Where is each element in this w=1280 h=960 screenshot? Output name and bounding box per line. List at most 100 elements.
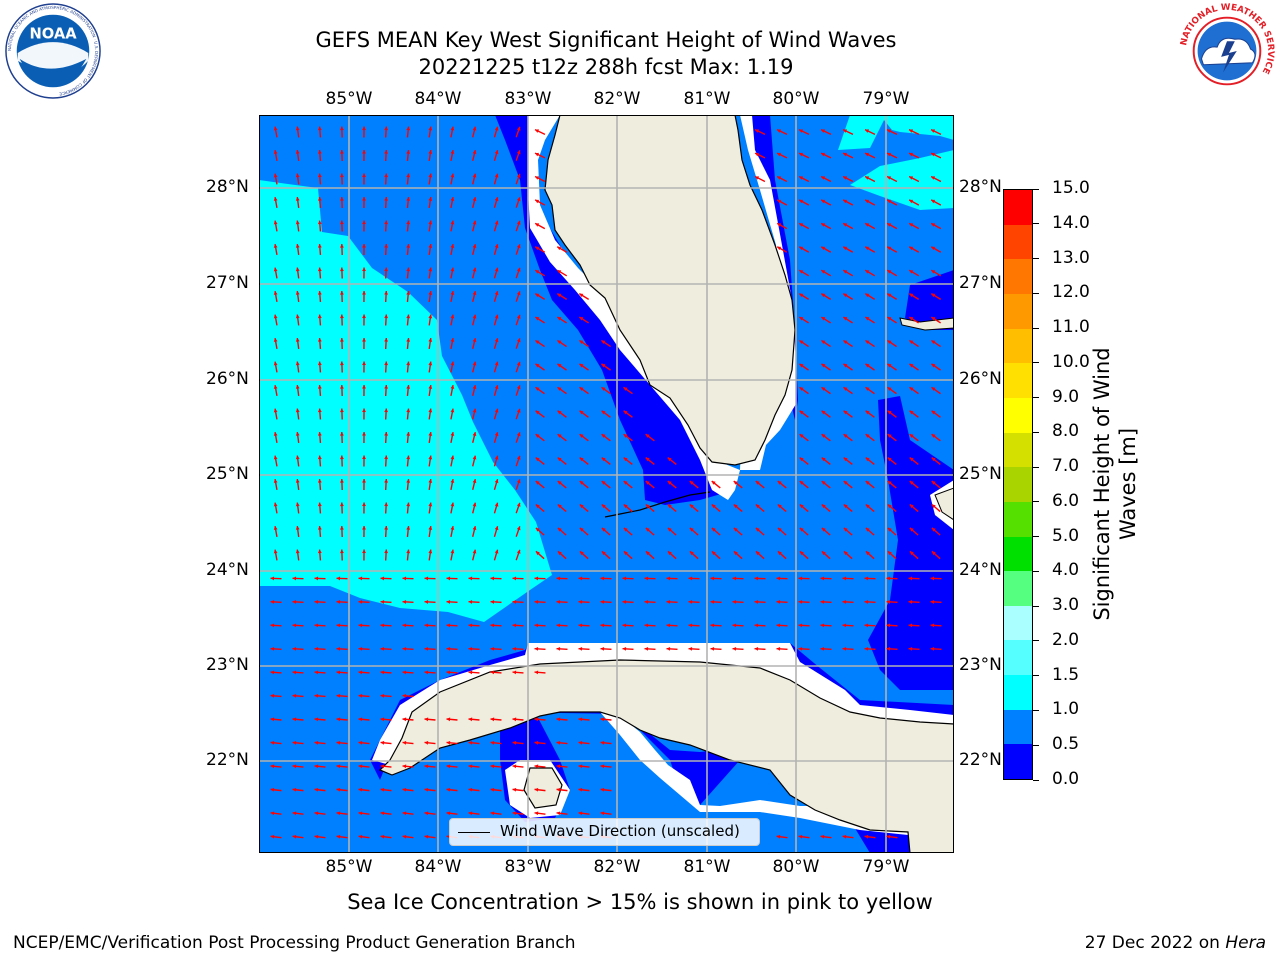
wind-wave-arrowhead [512,599,517,604]
colorbar-segment [1004,605,1032,641]
wind-wave-arrowhead [424,834,429,839]
lat-label-right-23n: 23°N [959,655,1002,675]
wind-wave-arrowhead [472,408,477,413]
wind-wave-arrowhead [623,457,628,462]
wind-wave-arrowhead [799,129,804,133]
land-florida [544,115,796,466]
wind-wave-arrowhead [644,599,649,604]
graticule [259,115,954,853]
colorbar-segment [1004,259,1032,295]
colorbar-tick-label: 8.0 [1052,421,1080,442]
lon-label-top-80w: 80°W [772,89,820,109]
wind-wave-arrowhead [754,646,759,651]
noaa-logo: NOAA NATIONAL OCEANIC AND ATMOSPHERIC AD… [5,3,101,99]
wind-wave-arrowhead [295,291,300,295]
wind-wave-arrowhead [358,740,363,745]
ocean-band-1-1.5-west [259,115,552,622]
wind-wave-arrowhead [340,126,344,131]
wind-wave-arrowhead [384,479,389,483]
wind-wave-arrowhead [450,267,455,272]
wind-wave-arrowhead [821,293,826,298]
wind-wave-arrowhead [798,646,803,651]
wind-wave-arrowhead [317,432,322,436]
wind-wave-arrowhead [887,152,892,157]
lat-label-left-26n: 26°N [206,369,249,389]
colorbar-segment [1004,709,1032,745]
wind-wave-arrowhead [887,176,892,180]
wind-wave-arrowhead [362,408,366,413]
colorbar-segment [1004,432,1032,468]
map-canvas [259,115,954,853]
wind-wave-arrowhead [578,623,583,628]
wind-wave-arrowhead [295,197,300,201]
wind-wave-arrowhead [843,527,848,532]
wind-wave-arrowhead [798,623,803,628]
wind-wave-arrowhead [336,811,341,816]
wind-wave-arrowhead [909,527,914,532]
wind-wave-arrowhead [556,717,561,722]
ocean-band-0-0.5-bahamas-n [905,270,954,330]
wind-wave-arrowhead [535,481,540,485]
wind-wave-arrowhead [406,220,411,225]
wind-wave-arrowhead [842,646,847,651]
wind-wave-arrowhead [732,623,737,628]
colorbar [1003,189,1033,780]
wind-wave-arrowhead [273,479,278,483]
wind-wave-arrowhead [446,764,451,769]
wind-wave-arrowhead [535,387,540,391]
wind-wave-arrowhead [358,623,363,628]
lat-label-right-27n: 27°N [959,273,1002,293]
wind-wave-arrowhead [820,576,825,581]
wind-wave-arrowhead [887,387,892,391]
wind-wave-arrowhead [776,834,781,839]
wind-wave-arrowhead [557,340,562,344]
wind-wave-arrowhead [406,408,411,413]
wind-wave-arrowhead [402,670,407,675]
wind-wave-arrowhead [295,220,300,225]
wind-wave-arrowhead [406,150,411,154]
wind-wave-arrowhead [468,576,473,581]
wind-wave-arrowhead [402,717,407,722]
wind-wave-arrowhead [446,599,451,604]
wind-wave-arrowhead [292,717,297,722]
wind-wave-arrowhead [358,787,363,792]
wind-wave-arrowhead [600,811,605,816]
wind-wave-arrowhead [556,646,561,651]
wind-wave-arrowhead [557,317,562,321]
wind-wave-arrowhead [494,385,499,390]
wind-wave-arrowhead [535,129,540,133]
wind-wave-arrowhead [820,623,825,628]
wind-wave-arrowhead [424,599,429,604]
wind-wave-arrowhead [512,717,517,722]
colorbar-tick-label: 10.0 [1052,351,1090,372]
wind-wave-arrowhead [821,270,826,274]
wind-wave-arrowhead [600,623,605,628]
wind-wave-arrowhead [556,623,561,628]
colorbar-tick-label: 7.0 [1052,456,1080,477]
lat-label-right-22n: 22°N [959,750,1002,770]
colorbar-tick-label: 15.0 [1052,178,1090,198]
wind-wave-arrowhead [931,340,936,344]
wind-wave-arrowhead [516,549,521,554]
wind-wave-arrowhead [516,126,521,131]
wind-wave-arrowhead [494,408,499,413]
wind-wave-arrowhead [314,576,319,581]
wind-wave-arrowhead [512,740,517,745]
wind-wave-arrowhead [384,338,389,342]
wind-wave-arrowhead [689,504,694,509]
wind-wave-arrowhead [931,410,936,415]
wind-wave-arrowhead [295,361,300,366]
wind-wave-arrowhead [273,455,278,460]
wind-wave-arrowhead [428,197,433,201]
wind-wave-arrowhead [358,717,363,722]
wind-wave-arrowhead [645,457,650,462]
wind-wave-arrowhead [428,244,433,248]
wind-wave-arrowhead [557,551,562,556]
wind-wave-arrowhead [468,670,473,675]
wind-wave-arrowhead [931,176,936,180]
lat-label-right-26n: 26°N [959,369,1002,389]
wind-wave-arrowhead [512,646,517,651]
wind-wave-arrowhead [273,267,278,272]
wind-wave-arrowhead [578,787,583,792]
wind-wave-arrowhead [380,764,385,769]
